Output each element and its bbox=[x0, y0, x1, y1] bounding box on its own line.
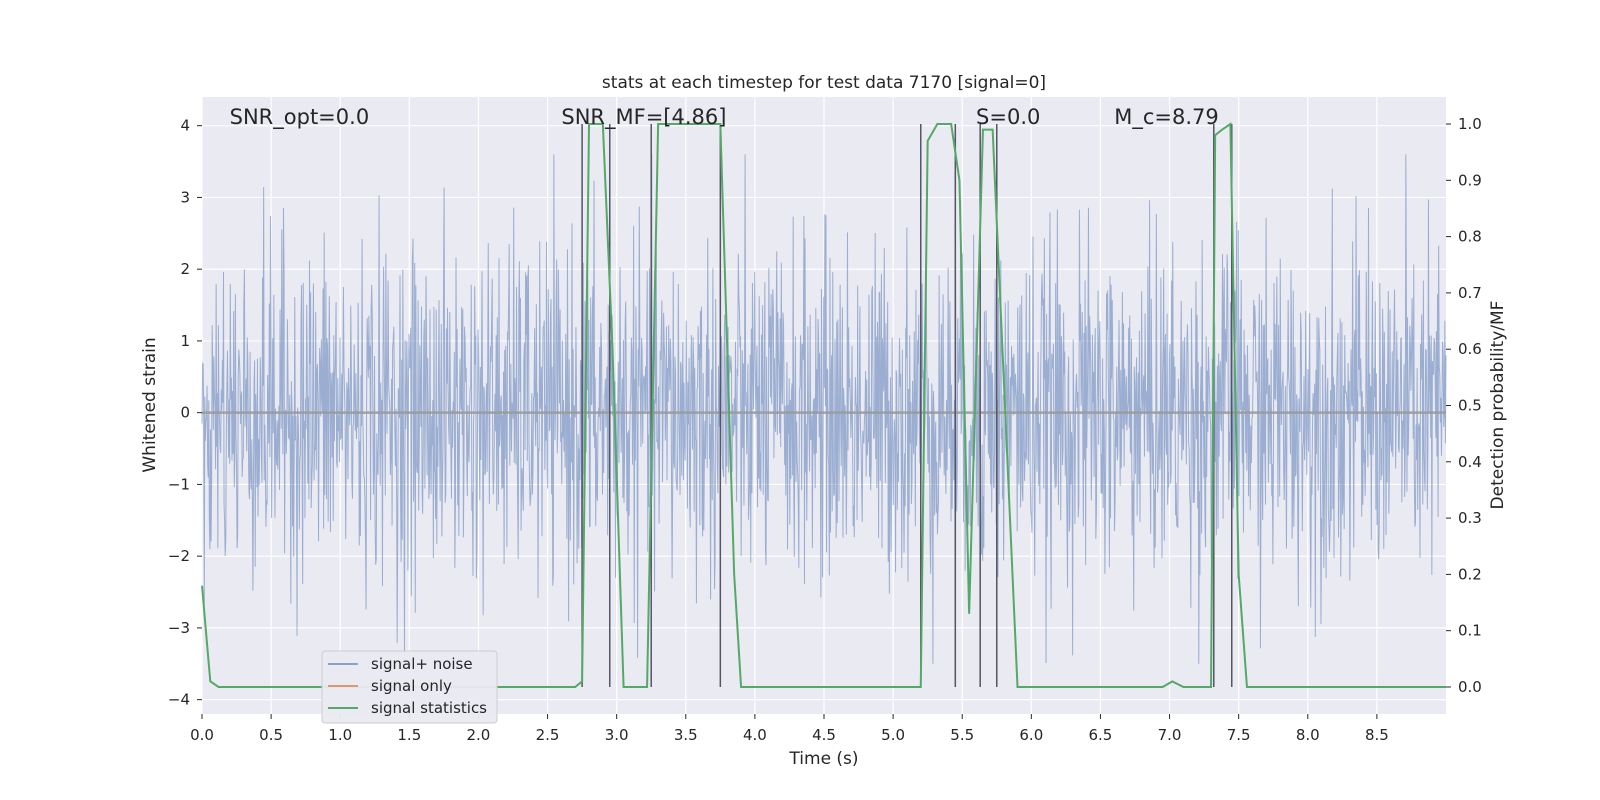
x-tick-label-8: 4.0 bbox=[743, 726, 767, 744]
y2-tick-label-8: 0.8 bbox=[1458, 228, 1482, 246]
x-tick-label-7: 3.5 bbox=[674, 726, 698, 744]
x-tick-label-4: 2.0 bbox=[467, 726, 491, 744]
y2-tick-label-6: 0.6 bbox=[1458, 340, 1482, 358]
x-tick-label-2: 1.0 bbox=[328, 726, 352, 744]
legend-label-signal-noise: signal+ noise bbox=[371, 655, 473, 673]
series-signal-statistics bbox=[201, 122, 1446, 688]
y-tick-label-4: 0 bbox=[180, 404, 190, 422]
y-tick-label-8: 4 bbox=[180, 117, 190, 135]
legend-label-signal-statistics: signal statistics bbox=[371, 699, 487, 717]
annotations: SNR_opt=0.0 SNR_MF=[4.86] S=0.0 M_c=8.79 bbox=[230, 105, 1219, 130]
annotation-0: SNR_opt=0.0 bbox=[230, 105, 370, 130]
legend-box bbox=[321, 650, 498, 724]
x-tick-label-1: 0.5 bbox=[259, 726, 283, 744]
y-tick-label-5: 1 bbox=[180, 332, 190, 350]
x-axis-ticks: 0.0 0.5 1.0 1.5 2.0 2.5 3.0 3.5 4.0 4.5 5.0 5.5 6.0 6… bbox=[190, 714, 1389, 744]
x-tick-label-5: 2.5 bbox=[536, 726, 560, 744]
x-tick-label-13: 6.5 bbox=[1089, 726, 1113, 744]
x-tick-label-6: 3.0 bbox=[605, 726, 629, 744]
y2-tick-label-1: 0.1 bbox=[1458, 622, 1482, 640]
y2-tick-label-9: 0.9 bbox=[1458, 171, 1482, 189]
y-tick-label-7: 3 bbox=[180, 188, 190, 206]
annotation-2: S=0.0 bbox=[976, 105, 1040, 129]
y2-tick-label-0: 0.0 bbox=[1458, 678, 1482, 696]
grid-lines bbox=[201, 97, 1446, 714]
x-tick-label-10: 5.0 bbox=[881, 726, 905, 744]
y-tick-label-2: −2 bbox=[168, 547, 190, 565]
x-tick-label-11: 5.5 bbox=[950, 726, 974, 744]
y2-tick-label-7: 0.7 bbox=[1458, 284, 1482, 302]
y2-tick-label-4: 0.4 bbox=[1458, 453, 1482, 471]
legend: signal+ noise signal only signal statist… bbox=[321, 650, 498, 724]
y-tick-label-3: −1 bbox=[168, 475, 190, 493]
y2-axis-label: Detection probability/MF bbox=[1488, 301, 1508, 510]
y-axis-ticks: −4 −3 −2 −1 0 1 2 3 4 bbox=[168, 117, 202, 709]
x-tick-label-9: 4.5 bbox=[812, 726, 836, 744]
y2-tick-label-5: 0.5 bbox=[1458, 397, 1482, 415]
y-tick-label-0: −4 bbox=[168, 691, 190, 709]
x-tick-label-17: 8.5 bbox=[1365, 726, 1389, 744]
x-tick-label-15: 7.5 bbox=[1227, 726, 1251, 744]
x-tick-label-16: 8.0 bbox=[1296, 726, 1320, 744]
y-tick-label-1: −3 bbox=[168, 619, 190, 637]
signal-noise-line bbox=[201, 154, 1447, 664]
y2-tick-label-10: 1.0 bbox=[1458, 115, 1482, 133]
x-tick-label-14: 7.0 bbox=[1158, 726, 1182, 744]
x-tick-label-12: 6.0 bbox=[1019, 726, 1043, 744]
y-axis-label: Whitened strain bbox=[140, 337, 160, 472]
x-tick-label-0: 0.0 bbox=[190, 726, 214, 744]
annotation-3: M_c=8.79 bbox=[1114, 105, 1219, 130]
y2-tick-label-3: 0.3 bbox=[1458, 509, 1482, 527]
y2-axis-ticks: 0.0 0.1 0.2 0.3 0.4 0.5 0.6 0.7 0.8 0.9 1.0 bbox=[1446, 115, 1482, 696]
y-tick-label-6: 2 bbox=[180, 260, 190, 278]
annotation-1: SNR_MF=[4.86] bbox=[561, 105, 726, 130]
y2-tick-label-2: 0.2 bbox=[1458, 565, 1482, 583]
series-signal-noise bbox=[201, 154, 1447, 664]
x-axis-label: Time (s) bbox=[788, 749, 858, 769]
chart-title: stats at each timestep for test data 717… bbox=[602, 73, 1046, 93]
legend-label-signal-only: signal only bbox=[371, 677, 452, 695]
x-tick-label-3: 1.5 bbox=[397, 726, 421, 744]
signal-statistics-line bbox=[201, 122, 1446, 688]
